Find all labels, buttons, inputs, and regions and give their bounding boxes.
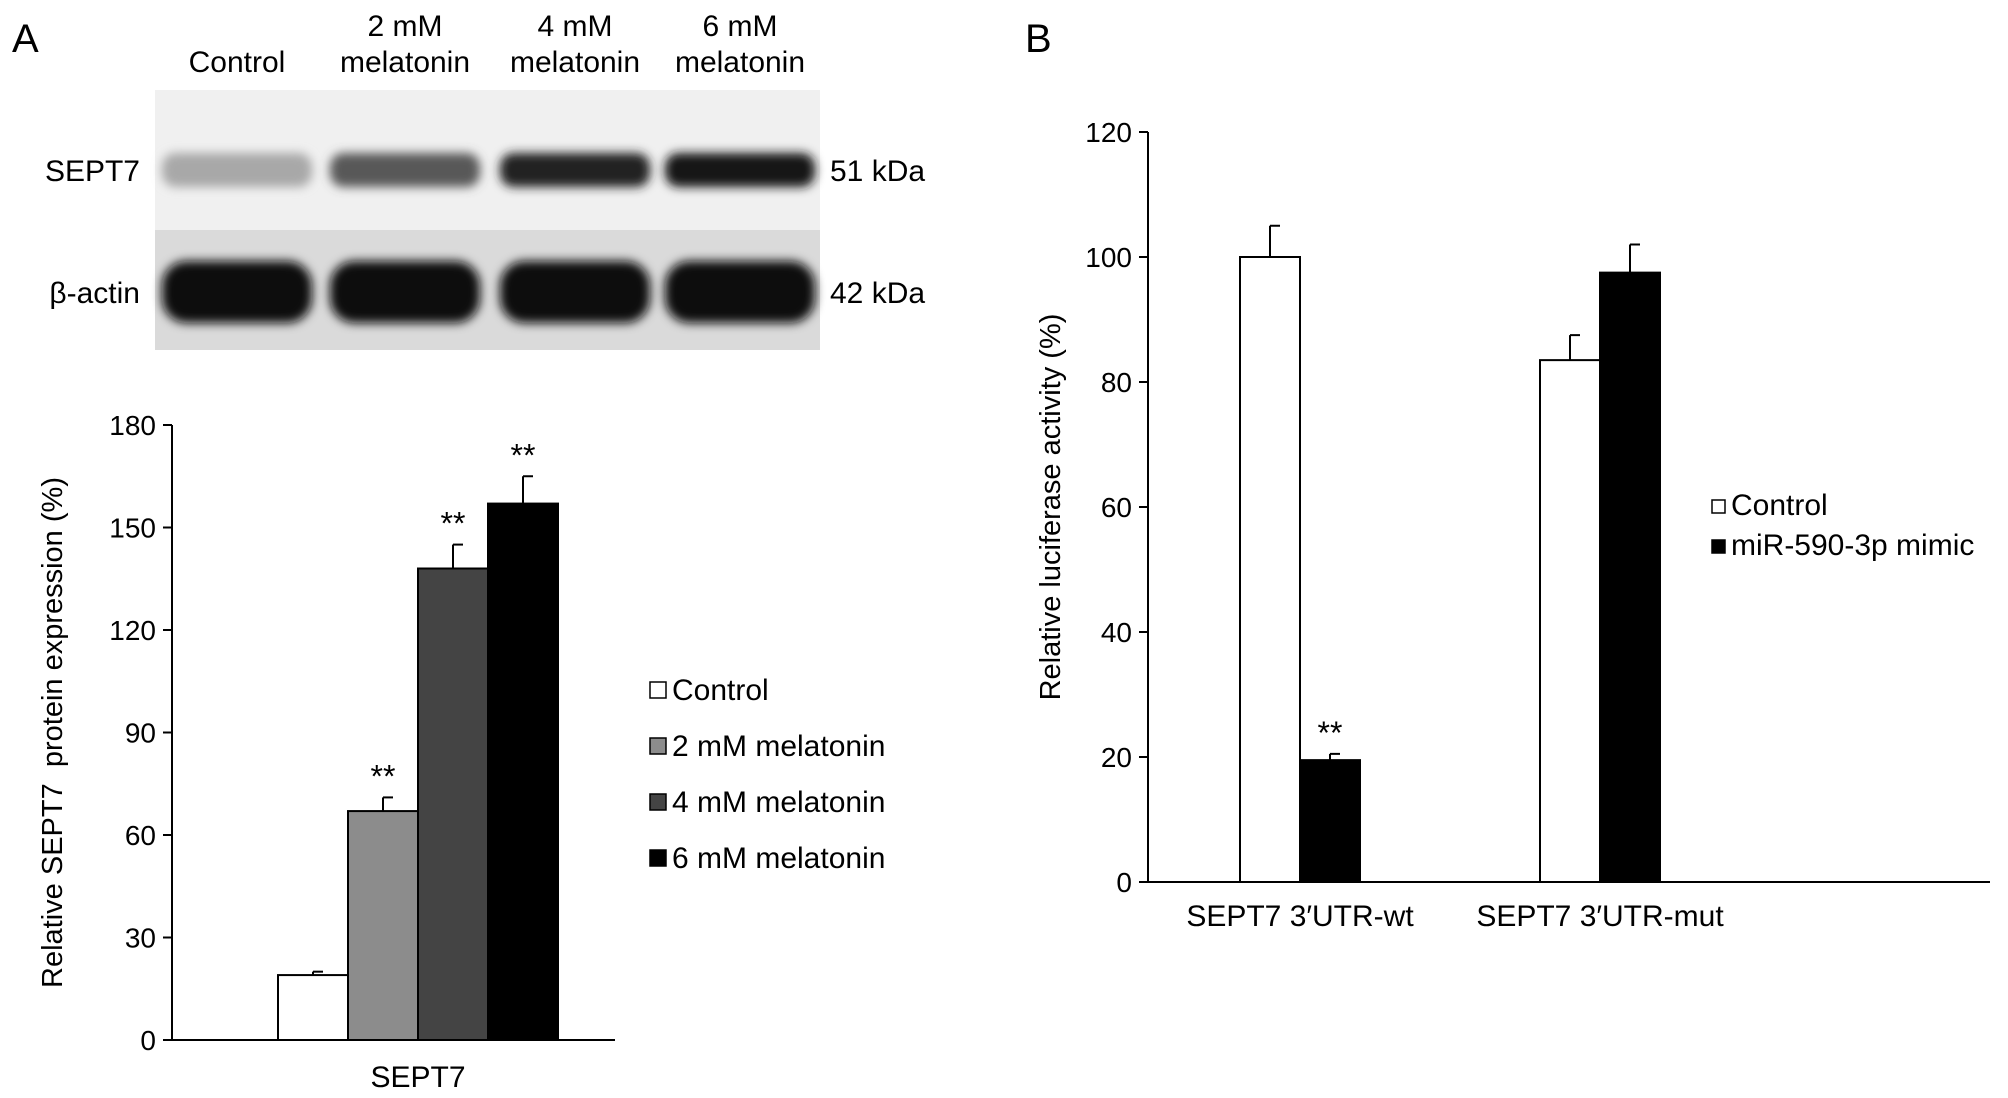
y-tick-label: 120	[109, 615, 156, 646]
chart-a: 0 30 60 90 120 150 180 Relative SEPT7 protein e…	[37, 410, 885, 1094]
y-tick-label: 20	[1101, 742, 1132, 773]
blot-band	[162, 261, 312, 323]
legend-swatch	[1711, 539, 1726, 554]
bar	[1599, 271, 1661, 883]
y-tick-label: 60	[1101, 492, 1132, 523]
lane-label-line2: melatonin	[510, 46, 640, 79]
bar	[417, 567, 489, 1041]
y-tick-label: 40	[1101, 617, 1132, 648]
blot-band	[330, 261, 480, 323]
blot-band	[500, 261, 650, 323]
y-tick-label: 100	[1085, 242, 1132, 273]
blot-band	[330, 153, 480, 187]
blot-row-label: SEPT7	[45, 155, 140, 188]
legend-label: Control	[1731, 489, 1828, 522]
y-tick-label: 120	[1085, 117, 1132, 148]
legend-label: 6 mM melatonin	[672, 842, 885, 875]
lane-label-line1: 4 mM	[538, 10, 613, 43]
bar	[1539, 359, 1601, 883]
y-tick-label: 80	[1101, 367, 1132, 398]
y-tick-label: 30	[125, 923, 156, 954]
bar	[347, 810, 419, 1041]
significance-label: **	[511, 437, 536, 473]
x-category-label: SEPT7	[370, 1061, 465, 1094]
blot-band	[162, 153, 312, 187]
significance-label: **	[1318, 715, 1343, 751]
x-category-label: SEPT7 3′UTR-wt	[1186, 900, 1414, 933]
legend-swatch	[649, 681, 667, 699]
blot-row-label: β-actin	[49, 277, 140, 310]
significance-label: **	[441, 506, 466, 542]
bar	[1239, 256, 1301, 883]
y-tick-label: 180	[109, 410, 156, 441]
bar	[277, 974, 349, 1041]
legend-label: 2 mM melatonin	[672, 730, 885, 763]
legend-label: 4 mM melatonin	[672, 786, 885, 819]
lane-label-line2: melatonin	[340, 46, 470, 79]
panel-a-letter: A	[12, 17, 39, 61]
legend-swatch	[1711, 499, 1726, 514]
lane-label-line1: 6 mM	[703, 10, 778, 43]
blot-band	[665, 261, 815, 323]
bar	[487, 502, 559, 1042]
legend-label: miR-590-3p mimic	[1731, 529, 1974, 562]
lane-label-line2: Control	[189, 46, 286, 79]
lane-label-line2: melatonin	[675, 46, 805, 79]
lane-label-line1: 2 mM	[368, 10, 443, 43]
blot-band	[500, 153, 650, 187]
x-category-label: SEPT7 3′UTR-mut	[1476, 900, 1724, 933]
legend-label: Control	[672, 674, 769, 707]
y-tick-label: 0	[1116, 867, 1132, 898]
y-tick-label: 90	[125, 718, 156, 749]
legend-swatch	[649, 849, 667, 867]
y-axis-label: Relative SEPT7 protein expression (%)	[37, 477, 69, 988]
blot-size-label: 42 kDa	[830, 277, 925, 310]
y-tick-label: 0	[140, 1025, 156, 1056]
significance-label: **	[371, 758, 396, 794]
y-tick-label: 150	[109, 513, 156, 544]
y-tick-label: 60	[125, 820, 156, 851]
blot-band	[665, 153, 815, 187]
chart-b: 0 20 40 60 80 100 120 Relative luciferase activ…	[1035, 117, 1990, 933]
blot-size-label: 51 kDa	[830, 155, 925, 188]
y-axis-label: Relative luciferase activity (%)	[1035, 314, 1067, 701]
panel-b-letter: B	[1025, 17, 1052, 61]
bar	[1299, 759, 1361, 883]
legend-swatch	[649, 737, 667, 755]
legend-swatch	[649, 793, 667, 811]
